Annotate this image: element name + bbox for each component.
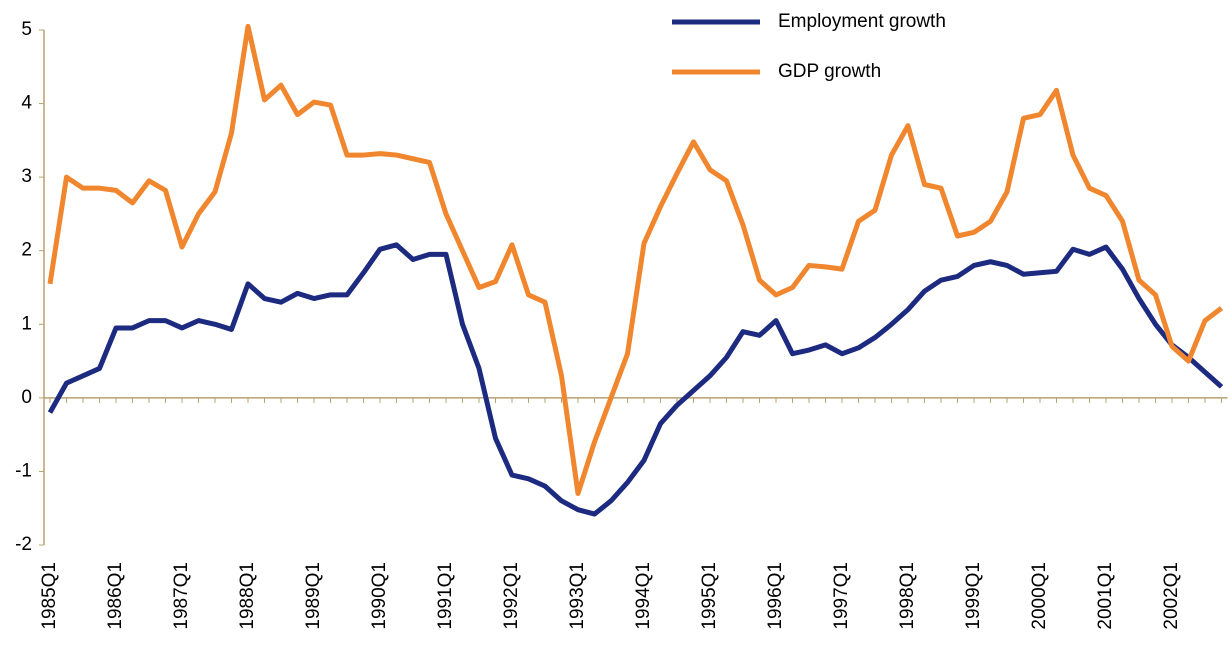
x-tick-label: 1999Q1 [963,562,984,630]
x-tick-label: 1996Q1 [765,562,786,630]
x-tick-label: 1990Q1 [369,562,390,630]
x-tick-label: 1993Q1 [567,562,588,630]
line-series [47,242,1224,517]
legend-label: Employment growth [778,11,946,32]
x-tick-label: 1998Q1 [897,562,918,630]
x-tick-label: 1987Q1 [171,562,192,630]
x-tick-label: 1992Q1 [501,562,522,630]
x-tick-label: 1991Q1 [435,562,456,630]
line-series [47,23,1224,496]
legend-label: GDP growth [778,61,881,82]
x-tick-label: 2002Q1 [1161,562,1182,630]
x-tick-label: 1997Q1 [831,562,852,630]
x-tick-label: 2001Q1 [1095,562,1116,630]
x-tick-label: 1988Q1 [237,562,258,630]
y-tick-label: 2 [21,240,32,261]
y-tick-label: -1 [15,460,32,481]
y-tick-label: -2 [15,534,32,555]
y-tick-label: 4 [21,93,32,114]
x-tick-label: 1986Q1 [105,562,126,630]
x-tick-label: 1994Q1 [633,562,654,630]
y-tick-label: 0 [21,387,32,408]
x-tick-label: 1985Q1 [39,562,60,630]
y-tick-label: 3 [21,166,32,187]
y-tick-label: 1 [21,313,32,334]
x-tick-label: 2000Q1 [1029,562,1050,630]
x-tick-label: 1989Q1 [303,562,324,630]
y-tick-label: 5 [21,19,32,40]
x-tick-label: 1995Q1 [699,562,720,630]
